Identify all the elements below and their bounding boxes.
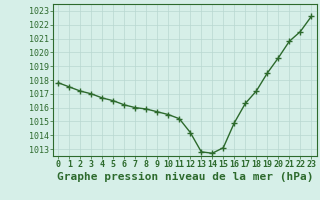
X-axis label: Graphe pression niveau de la mer (hPa): Graphe pression niveau de la mer (hPa)	[57, 172, 313, 182]
